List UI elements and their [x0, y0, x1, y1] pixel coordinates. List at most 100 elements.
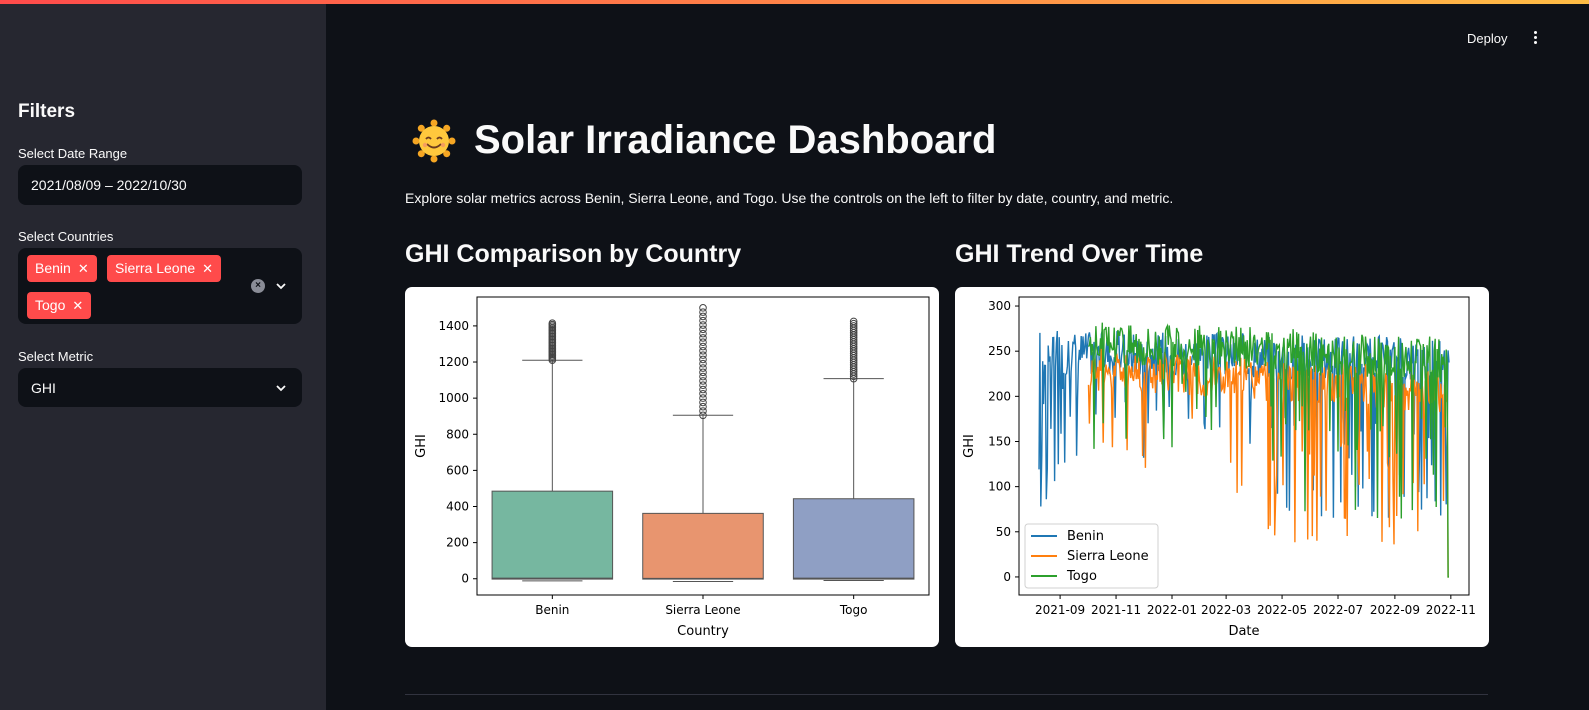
y-tick-label: 1200	[438, 355, 469, 369]
box-plot-chart: 0 200 400 600 800 1000 1200 1400 Benin Sierra Leo…	[414, 296, 930, 639]
legend-label: Sierra Leone	[1067, 549, 1149, 564]
plot-frame	[1018, 296, 1470, 596]
tag-label: Sierra Leone	[115, 260, 196, 276]
box-chart-card: 0 200 400 600 800 1000 1200 1400 Benin Sierra Leo…	[405, 287, 939, 647]
outlier-point	[849, 317, 858, 326]
y-tick-label: 400	[446, 500, 469, 514]
outlier-point	[849, 319, 858, 328]
smiling-sun-icon	[412, 119, 456, 162]
legend-box	[1024, 523, 1159, 589]
outlier-point	[699, 355, 707, 364]
legend-label: Togo	[1066, 569, 1097, 584]
series-line-sierra-leone	[1087, 347, 1449, 578]
outlier-point	[699, 351, 707, 359]
y-tick-label: 1000	[438, 391, 469, 405]
remove-tag-icon[interactable]: ✕	[202, 261, 214, 276]
outlier-point	[699, 308, 707, 316]
box-chart-heading: GHI Comparison by Country	[405, 240, 742, 268]
series-line-togo	[1087, 322, 1449, 578]
outlier-point	[699, 329, 707, 338]
outlier-point	[699, 398, 707, 407]
x-tick-label: Sierra Leone	[665, 603, 740, 617]
y-tick-label: 200	[446, 536, 469, 550]
top-accent-bar	[0, 0, 1589, 4]
page-title-text: Solar Irradiance Dashboard	[474, 118, 997, 162]
x-axis-label: Country	[677, 624, 729, 639]
countries-multiselect[interactable]: Benin ✕ Sierra Leone ✕ Togo ✕ ×	[18, 248, 302, 324]
y-tick-label: 300	[988, 299, 1011, 313]
x-tick-label: 2022-05	[1257, 603, 1307, 617]
outlier-point	[548, 319, 557, 327]
outlier-point	[699, 402, 707, 411]
metric-label: Select Metric	[18, 349, 94, 364]
outlier-point	[699, 325, 707, 334]
outlier-point	[699, 368, 707, 377]
outlier-point	[849, 322, 858, 330]
sidebar-title: Filters	[18, 101, 76, 122]
y-tick-label: 200	[988, 389, 1011, 403]
chevron-down-icon[interactable]	[276, 281, 286, 291]
tag-label: Benin	[35, 260, 71, 276]
outlier-point	[699, 385, 707, 394]
x-tick-label: Togo	[839, 603, 868, 617]
y-axis-label: GHI	[414, 434, 429, 458]
y-tick-label: 600	[446, 463, 469, 477]
main-menu-icon[interactable]	[1530, 31, 1540, 47]
country-tag-sierra-leone[interactable]: Sierra Leone ✕	[107, 255, 222, 282]
deploy-button[interactable]: Deploy	[1467, 31, 1508, 46]
countries-label: Select Countries	[18, 229, 114, 244]
outlier-point	[699, 364, 707, 372]
date-range-label: Select Date Range	[18, 146, 128, 161]
x-tick-label: 2022-03	[1201, 603, 1251, 617]
outlier-point	[699, 390, 707, 398]
date-range-value: 2021/08/09 – 2022/10/30	[31, 177, 187, 193]
outlier-point	[699, 334, 707, 342]
country-tag-togo[interactable]: Togo ✕	[27, 292, 92, 319]
y-tick-label: 250	[988, 344, 1011, 358]
x-tick-label: 2022-11	[1426, 603, 1476, 617]
trend-chart-card: 0 50 100 150 200 250 300 2021-09 2021-11 2022-01 2…	[955, 287, 1489, 647]
outlier-point	[699, 359, 707, 368]
y-tick-label: 1400	[438, 319, 469, 333]
x-axis-label: Date	[1228, 624, 1259, 639]
outlier-point	[699, 321, 707, 329]
outlier-point	[699, 342, 707, 351]
y-tick-label: 150	[988, 434, 1011, 448]
y-tick-label: 800	[446, 427, 469, 441]
divider	[405, 694, 1488, 695]
metric-value: GHI	[31, 380, 56, 396]
y-tick-label: 0	[1003, 570, 1011, 584]
outlier-point	[699, 304, 707, 312]
x-tick-label: 2022-07	[1313, 603, 1363, 617]
remove-tag-icon[interactable]: ✕	[77, 261, 89, 276]
outlier-point	[699, 407, 707, 415]
metric-select[interactable]: GHI	[18, 368, 302, 407]
trend-chart-heading: GHI Trend Over Time	[955, 240, 1204, 268]
x-tick-label: 2021-09	[1035, 603, 1085, 617]
outlier-point	[699, 381, 707, 390]
outlier-point	[699, 377, 707, 385]
outlier-point	[699, 372, 707, 381]
outlier-point	[699, 347, 707, 355]
line-trend-chart: 0 50 100 150 200 250 300 2021-09 2021-11 2022-01 2…	[962, 296, 1476, 639]
sidebar: Filters Select Date Range 2021/08/09 – 2…	[0, 4, 326, 710]
y-tick-label: 100	[988, 480, 1011, 494]
outlier-point	[699, 316, 707, 325]
outlier-point	[699, 312, 707, 321]
chevron-down-icon	[276, 385, 286, 392]
x-tick-label: Benin	[535, 603, 569, 617]
x-tick-label: 2022-01	[1147, 603, 1197, 617]
remove-tag-icon[interactable]: ✕	[72, 298, 84, 313]
outlier-point	[699, 394, 707, 402]
box-togo	[792, 498, 915, 580]
tag-label: Togo	[35, 297, 66, 313]
clear-all-icon[interactable]: ×	[251, 279, 265, 293]
outlier-point	[699, 338, 707, 347]
y-axis-label: GHI	[962, 434, 977, 458]
country-tag-benin[interactable]: Benin ✕	[27, 255, 97, 282]
date-range-input[interactable]: 2021/08/09 – 2022/10/30	[18, 165, 302, 205]
x-tick-label: 2022-09	[1370, 603, 1420, 617]
page-description: Explore solar metrics across Benin, Sier…	[405, 190, 1174, 206]
outlier-point	[699, 411, 707, 420]
y-tick-label: 50	[996, 525, 1011, 539]
